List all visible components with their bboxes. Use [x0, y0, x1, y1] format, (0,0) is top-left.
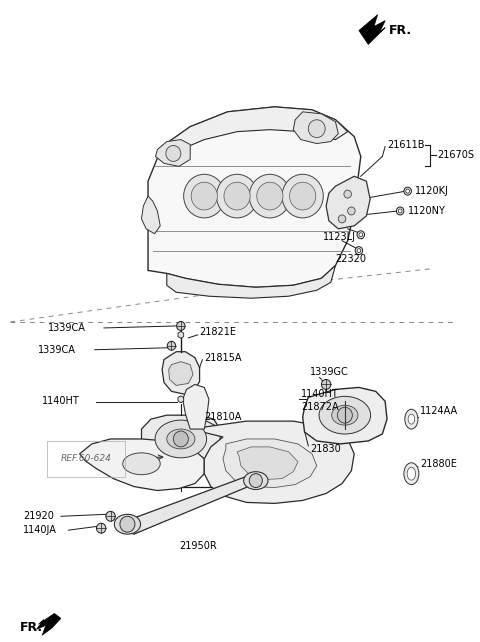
Circle shape [96, 523, 106, 533]
Circle shape [322, 379, 331, 390]
Circle shape [348, 207, 355, 215]
Text: 21920: 21920 [24, 511, 54, 521]
Circle shape [396, 207, 404, 215]
Text: 1124AA: 1124AA [420, 406, 458, 416]
Text: 21821E: 21821E [200, 327, 237, 337]
Ellipse shape [123, 453, 160, 474]
Circle shape [406, 189, 409, 193]
Polygon shape [359, 15, 385, 44]
Polygon shape [303, 387, 387, 444]
Text: 1120KJ: 1120KJ [415, 186, 449, 196]
Ellipse shape [407, 467, 416, 480]
Polygon shape [36, 614, 61, 635]
Ellipse shape [405, 409, 418, 429]
Polygon shape [326, 177, 370, 229]
Polygon shape [178, 396, 184, 403]
Ellipse shape [244, 472, 268, 490]
Polygon shape [293, 112, 338, 144]
Circle shape [404, 187, 411, 195]
Polygon shape [162, 352, 200, 394]
Text: 21815A: 21815A [204, 352, 242, 363]
Polygon shape [168, 361, 193, 385]
Text: 1120NY: 1120NY [408, 206, 445, 216]
Circle shape [344, 190, 351, 198]
Circle shape [249, 474, 263, 487]
Circle shape [359, 233, 363, 237]
Text: 21872A: 21872A [301, 403, 338, 412]
Circle shape [216, 174, 258, 218]
Text: 1140HT: 1140HT [42, 396, 80, 406]
Circle shape [282, 174, 324, 218]
Text: 1339GC: 1339GC [310, 367, 349, 377]
Text: 21670S: 21670S [438, 150, 475, 160]
Polygon shape [223, 439, 317, 487]
Circle shape [398, 209, 402, 213]
Circle shape [308, 120, 325, 137]
Circle shape [166, 146, 181, 161]
Polygon shape [167, 266, 336, 298]
Text: REF.60-624: REF.60-624 [61, 455, 112, 464]
Circle shape [355, 247, 363, 255]
Circle shape [120, 516, 135, 532]
Circle shape [357, 248, 361, 252]
Polygon shape [142, 196, 160, 234]
Polygon shape [183, 385, 209, 429]
Circle shape [357, 230, 364, 239]
Polygon shape [142, 415, 220, 462]
Polygon shape [162, 107, 348, 157]
Text: 21880E: 21880E [420, 459, 456, 469]
Text: 21810A: 21810A [204, 412, 241, 422]
Circle shape [177, 322, 185, 331]
Polygon shape [237, 447, 298, 480]
Circle shape [289, 182, 316, 210]
Ellipse shape [114, 514, 141, 534]
Circle shape [167, 342, 176, 351]
Text: 22320: 22320 [336, 254, 366, 264]
Text: 21950R: 21950R [179, 541, 216, 551]
Text: FR.: FR. [389, 24, 412, 37]
Text: 1123LJ: 1123LJ [324, 232, 356, 242]
Ellipse shape [319, 396, 371, 434]
Ellipse shape [167, 429, 195, 449]
Text: 1140HT: 1140HT [301, 389, 338, 399]
Ellipse shape [155, 420, 206, 458]
Circle shape [106, 511, 115, 521]
Polygon shape [156, 139, 190, 166]
Text: 1140JA: 1140JA [24, 525, 57, 535]
Polygon shape [80, 439, 204, 490]
Circle shape [224, 182, 250, 210]
Circle shape [249, 174, 290, 218]
Circle shape [191, 182, 217, 210]
Circle shape [338, 215, 346, 223]
Text: FR.: FR. [20, 621, 43, 634]
Polygon shape [190, 421, 354, 503]
Ellipse shape [404, 463, 419, 485]
Circle shape [257, 182, 283, 210]
Text: 21830: 21830 [310, 444, 341, 454]
Circle shape [173, 431, 188, 447]
Ellipse shape [332, 405, 358, 425]
Polygon shape [148, 107, 361, 287]
Ellipse shape [408, 414, 415, 424]
Polygon shape [178, 331, 184, 338]
Circle shape [337, 407, 352, 423]
Circle shape [184, 174, 225, 218]
Text: 1339CA: 1339CA [48, 323, 85, 333]
Text: 21611B: 21611B [387, 139, 424, 150]
Text: 1339CA: 1339CA [38, 345, 76, 355]
Polygon shape [117, 474, 264, 534]
